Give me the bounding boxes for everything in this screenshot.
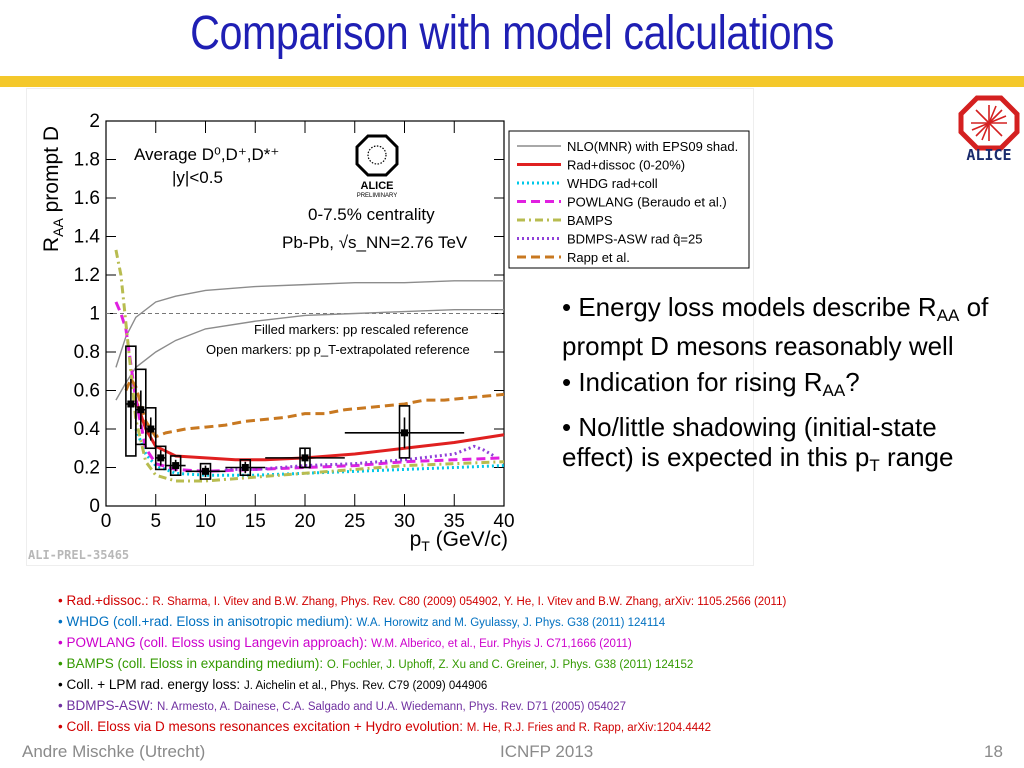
alice-logo-label: ALICE	[966, 146, 1012, 164]
series-line	[114, 301, 505, 473]
legend-box	[508, 130, 750, 269]
page-number: 18	[984, 742, 1003, 761]
y-tick-label: 0	[89, 496, 100, 517]
legend-label: WHDG rad+coll	[567, 176, 658, 191]
y-tick-label: 1	[89, 304, 100, 325]
x-tick-label: 30	[394, 511, 415, 532]
data-point	[401, 429, 408, 437]
y-tick-label: 0.4	[74, 419, 101, 440]
data-syst-box	[398, 405, 411, 459]
x-tick-label: 25	[344, 511, 365, 532]
legend-label: Rad+dissoc (0-20%)	[567, 158, 685, 173]
reference-item: • Rad.+dissoc.: R. Sharma, I. Vitev and …	[58, 593, 787, 608]
y-tick-label: 0.2	[74, 458, 100, 479]
y-tick-label: 0.6	[74, 381, 100, 402]
x-tick-label: 35	[444, 511, 465, 532]
bullet-list: • Energy loss models describe RAA of pro…	[562, 292, 1002, 487]
series-line-nlo-upper	[115, 280, 504, 368]
alice-logo-icon	[958, 95, 1020, 151]
series-line	[124, 377, 505, 439]
y-tick-label: 1.2	[74, 265, 100, 286]
reference-item: • POWLANG (coll. Eloss using Langevin ap…	[58, 635, 632, 650]
legend-label: BAMPS	[567, 213, 613, 228]
data-point	[147, 425, 155, 433]
y-tick-label: 0.8	[74, 342, 100, 363]
y-tick-label: 1.8	[74, 150, 100, 171]
series-line	[225, 444, 495, 471]
data-point	[172, 462, 180, 470]
data-point	[202, 467, 209, 475]
y-tick-label: 2	[89, 111, 100, 132]
footer-author: Andre Mischke (Utrecht)	[22, 742, 206, 761]
series-line-nlo-lower	[115, 308, 504, 401]
alice-badge-star-icon	[367, 145, 387, 165]
y-axis-label: RAA prompt D	[40, 126, 66, 252]
x-tick-label: 10	[195, 511, 216, 532]
data-point	[157, 454, 165, 462]
data-point	[241, 464, 249, 471]
title-underline-bar	[0, 76, 1024, 87]
reference-item: • BDMPS-ASW: N. Armesto, A. Dainese, C.A…	[58, 698, 626, 713]
raa-chart: 00.20.40.60.811.21.41.61.820 5 10 15 20 25 30 3…	[40, 111, 750, 554]
reference-item: • BAMPS (coll. Eloss in expanding medium…	[58, 656, 694, 671]
filled-markers-note: Filled markers: pp rescaled reference	[254, 322, 469, 337]
y-tick-label: 1.6	[74, 188, 100, 209]
footer-conference: ICNFP 2013	[500, 742, 594, 761]
legend-label: Rapp et al.	[567, 250, 630, 265]
series-line	[134, 428, 505, 477]
data-point	[137, 406, 145, 414]
data-point	[301, 454, 309, 462]
preliminary-id: ALI-PREL-35465	[28, 548, 130, 562]
reference-list: • Rad.+dissoc.: R. Sharma, I. Vitev and …	[58, 591, 938, 738]
reference-item: • Coll. Eloss via D mesons resonances ex…	[58, 719, 711, 734]
meson-annotation: Average D⁰,D⁺,D*⁺	[134, 145, 279, 164]
alice-badge-label: ALICE	[361, 180, 394, 192]
y-tick-label: 1.4	[74, 227, 101, 248]
open-markers-note: Open markers: pp p_T-extrapolated refere…	[206, 342, 470, 357]
alice-badge-icon	[355, 134, 399, 177]
rapidity-annotation: |y|<0.5	[172, 168, 223, 187]
reference-item: • Coll. + LPM rad. energy loss: J. Aiche…	[58, 677, 488, 692]
x-tick-label: 5	[150, 511, 161, 532]
bullet-item: • Indication for rising RAA?	[562, 367, 860, 400]
alice-badge-sub: PRELIMINARY	[357, 193, 398, 199]
legend-label: POWLANG (Beraudo et al.)	[567, 195, 727, 210]
system-annotation: Pb-Pb, √s_NN=2.76 TeV	[282, 233, 468, 252]
x-tick-label: 20	[294, 511, 315, 532]
x-tick-label: 0	[101, 511, 112, 532]
slide-title: Comparison with model calculations	[190, 7, 834, 60]
x-tick-label: 15	[245, 511, 266, 532]
data-syst-box	[145, 407, 157, 450]
centrality-annotation: 0-7.5% centrality	[308, 205, 435, 224]
bullet-item: • No/little shadowing (initial-state eff…	[562, 412, 954, 475]
reference-item: • WHDG (coll.+rad. Eloss in anisotropic …	[58, 614, 666, 629]
legend-label: NLO(MNR) with EPS09 shad.	[567, 139, 738, 154]
bullet-item: • Energy loss models describe RAA of pro…	[562, 292, 989, 361]
x-tick-label: 40	[493, 511, 514, 532]
series-line	[114, 249, 505, 483]
legend-label: BDMPS-ASW rad q̂=25	[567, 232, 702, 247]
data-syst-box	[135, 368, 147, 446]
x-axis-label: pT (GeV/c)	[410, 528, 508, 554]
data-point	[127, 400, 135, 408]
